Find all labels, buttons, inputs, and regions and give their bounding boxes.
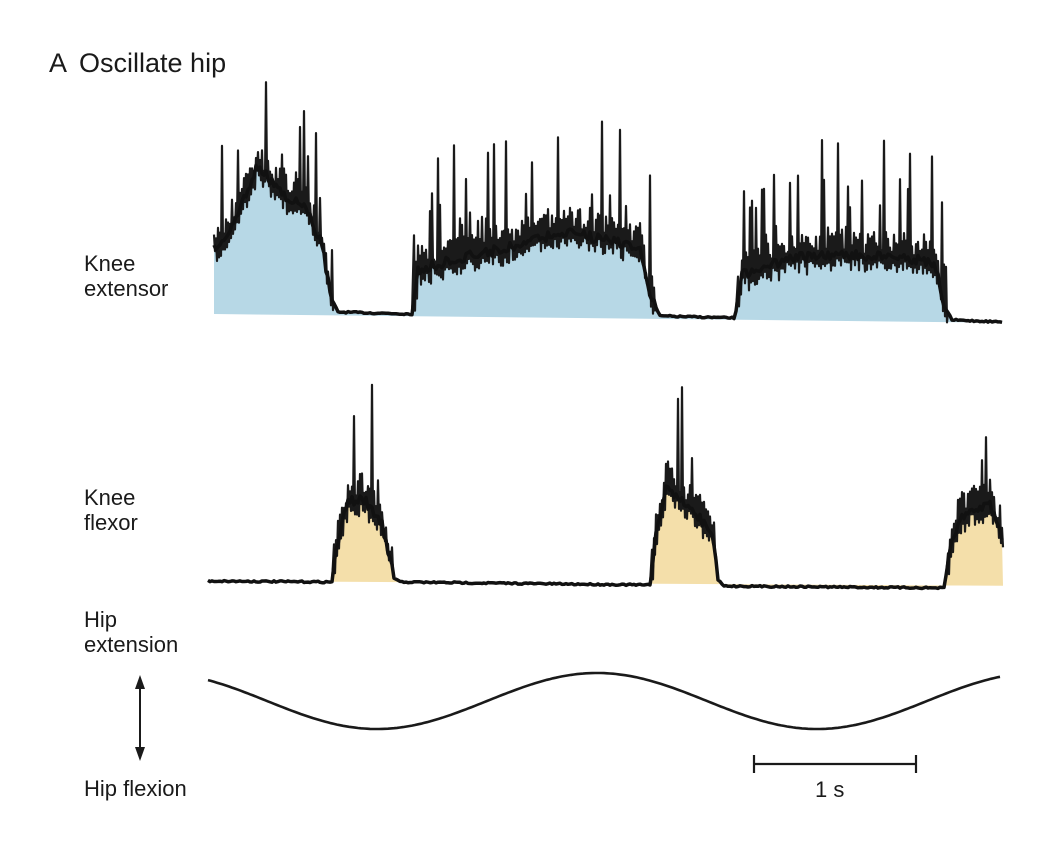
knee-extensor-trace [212, 81, 1003, 325]
panel-letter: A [49, 48, 68, 78]
knee-extensor-label-line-1: Knee [84, 251, 136, 276]
hip-flexion-label: Hip flexion [84, 776, 187, 801]
knee-extensor-label-line-2: extensor [84, 276, 169, 302]
panel-heading: A Oscillate hip [49, 48, 226, 79]
knee-extensor-envelope [212, 163, 1003, 325]
panel-title: Oscillate hip [79, 48, 227, 78]
hip-extension-label: Hip extension [84, 607, 178, 658]
knee-flexor-spikes [207, 383, 1005, 590]
knee-flexor-envelope [207, 484, 1004, 591]
hip-extension-label-line-1: Hip [84, 607, 118, 632]
knee-flexor-label: Knee flexor [84, 485, 138, 536]
time-scale-bar [752, 755, 918, 773]
knee-flexor-trace [207, 383, 1005, 591]
hip-angle-trace [207, 671, 1001, 731]
hip-extension-label-line-2: extension [84, 632, 179, 658]
scale-bar-label: 1 s [815, 777, 845, 802]
knee-flexor-fill [208, 486, 1003, 589]
knee-flexor-label-line-2: flexor [84, 510, 138, 536]
hip-direction-arrow [135, 675, 145, 761]
knee-flexor-label-line-1: Knee [84, 485, 136, 510]
knee-extensor-label: Knee extensor [84, 251, 168, 302]
